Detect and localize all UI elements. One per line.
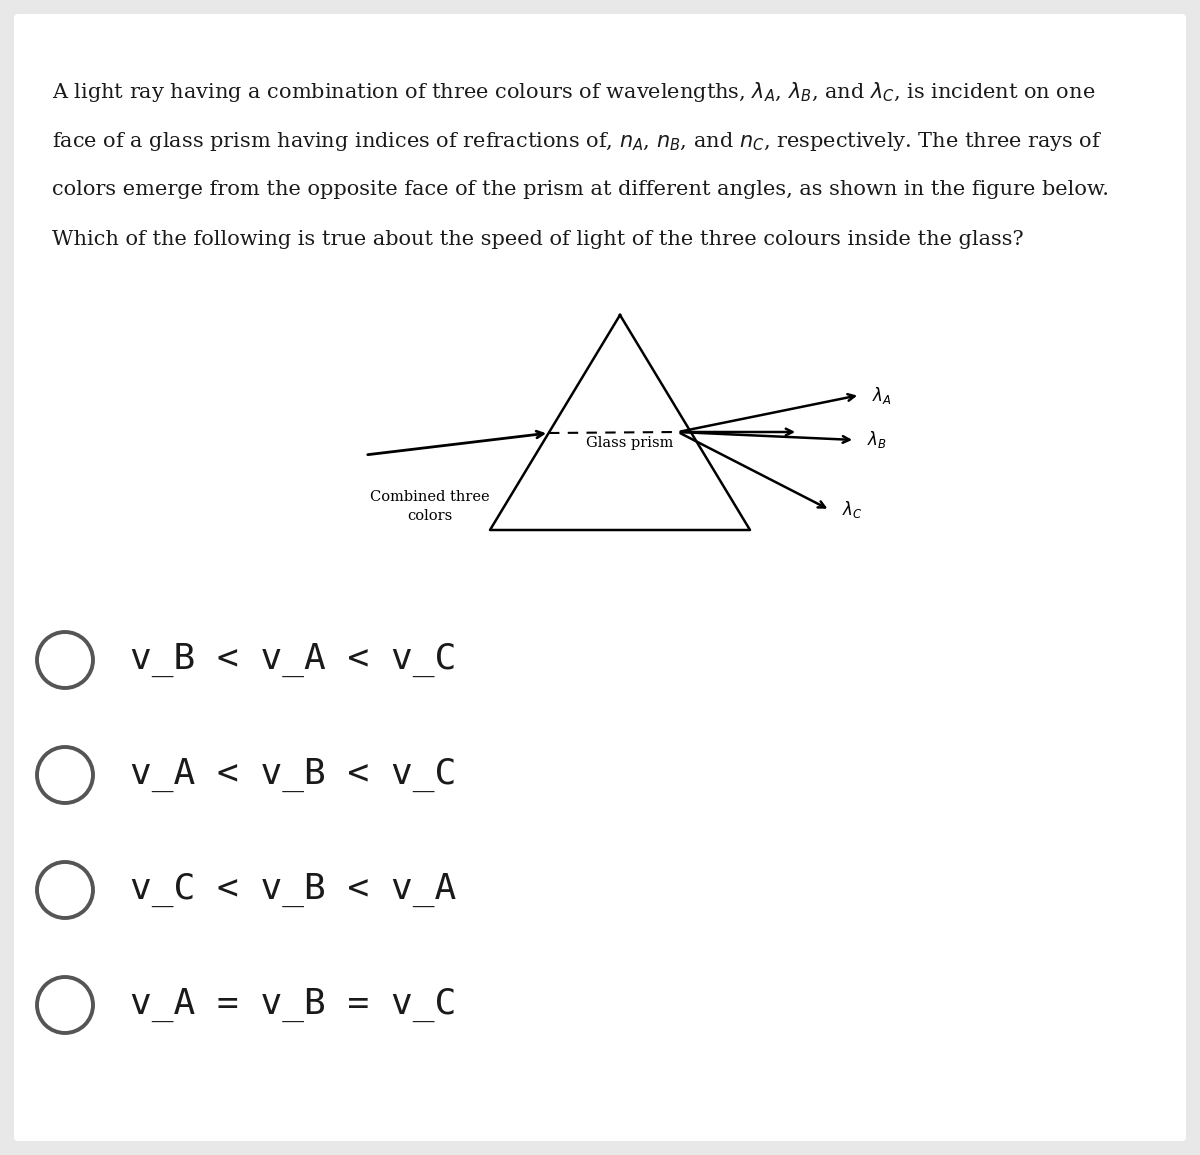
Text: A light ray having a combination of three colours of wavelengths, $\lambda_A$, $: A light ray having a combination of thre… xyxy=(52,80,1096,104)
FancyBboxPatch shape xyxy=(14,14,1186,1141)
Text: colors emerge from the opposite face of the prism at different angles, as shown : colors emerge from the opposite face of … xyxy=(52,180,1109,199)
Text: $\lambda_B$: $\lambda_B$ xyxy=(866,430,887,450)
Text: Which of the following is true about the speed of light of the three colours ins: Which of the following is true about the… xyxy=(52,230,1024,249)
Text: face of a glass prism having indices of refractions of, $n_A$, $n_B$, and $n_C$,: face of a glass prism having indices of … xyxy=(52,131,1103,152)
Text: $\lambda_A$: $\lambda_A$ xyxy=(872,385,892,405)
Text: v_B < v_A < v_C: v_B < v_A < v_C xyxy=(130,643,456,677)
Text: v_A = v_B = v_C: v_A = v_B = v_C xyxy=(130,988,456,1022)
Text: v_A < v_B < v_C: v_A < v_B < v_C xyxy=(130,758,456,792)
Text: Glass prism: Glass prism xyxy=(587,435,673,449)
Text: $\lambda_C$: $\lambda_C$ xyxy=(842,499,863,521)
Text: Combined three
colors: Combined three colors xyxy=(370,490,490,523)
Text: v_C < v_B < v_A: v_C < v_B < v_A xyxy=(130,873,456,907)
